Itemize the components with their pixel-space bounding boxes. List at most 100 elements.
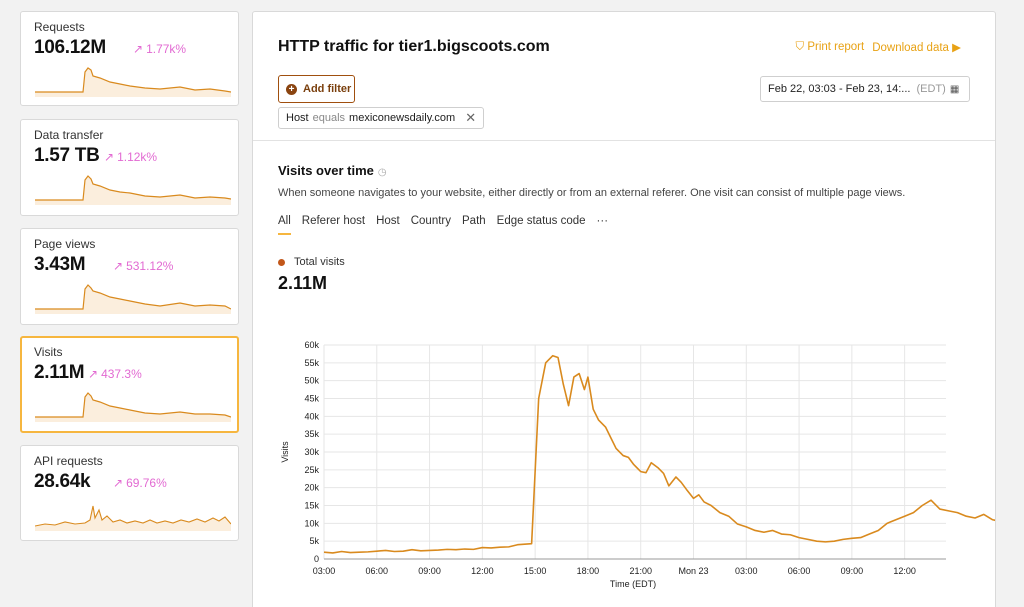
x-tick-label: 21:00 [629,566,652,576]
metric-card-visits[interactable]: Visits 2.11M ↗ 437.3% [20,336,239,433]
x-tick-label: 12:00 [471,566,494,576]
y-tick-label: 50k [304,376,319,386]
add-filter-label: Add filter [303,83,352,95]
x-tick-label: 09:00 [841,566,864,576]
metric-delta: ↗ 1.77k% [133,42,186,56]
filter-chip[interactable]: Host equals mexiconewsdaily.com ✕ [278,107,485,129]
y-tick-label: 5k [309,536,319,546]
tab-all[interactable]: All [278,215,291,235]
y-tick-label: 25k [304,465,319,475]
info-icon[interactable]: ◷ [377,167,387,178]
tab-referer-host[interactable]: Referer host [301,215,366,227]
x-tick-label: Mon 23 [678,566,708,576]
arrow-up-right-icon: ↗ [104,150,115,164]
filter-value: mexiconewsdaily.com [349,112,456,124]
metric-delta-value: 531.12% [126,259,174,273]
metric-value: 3.43M [34,254,86,275]
sparkline [35,175,231,205]
x-tick-label: 03:00 [313,566,336,576]
visits-line-chart: 0 5k 10k 15k 20k 25k 30k 35k 40k 45k 50k 55k 60k 03:0… [280,340,995,589]
x-axis-label: Time (EDT) [610,579,656,589]
x-tick-label: 18:00 [577,566,600,576]
metric-delta: ↗ 1.12k% [104,150,157,164]
metric-value: 28.64k [34,471,91,492]
sparkline [35,505,231,531]
sparkline [35,67,231,97]
metric-value: 2.11M [34,362,85,383]
metric-delta-value: 1.12k% [117,150,158,164]
y-tick-label: 45k [304,394,319,404]
x-tick-label: 12:00 [893,566,916,576]
y-tick-label: 55k [304,358,319,368]
printer-icon: ⛉ [795,40,805,53]
legend-label: Total visits [294,256,345,268]
y-tick-label: 60k [304,340,319,350]
total-visits-value: 2.11M [278,273,328,293]
metric-delta-value: 1.77k% [146,42,187,56]
section-description: When someone navigates to your website, … [278,187,906,199]
y-tick-label: 20k [304,483,319,493]
date-range-value: Feb 22, 03:03 - Feb 23, 14:... [768,83,911,95]
metric-card-requests[interactable]: Requests 106.12M ↗ 1.77k% [20,11,239,106]
metric-card-api-requests[interactable]: API requests 28.64k ↗ 69.76% [20,445,239,541]
arrow-up-right-icon: ↗ [88,367,99,381]
header-actions: ⛉ Print report Download data ▶ [795,40,961,55]
metric-value: 1.57 TB [34,145,100,166]
y-axis-label: Visits [280,441,290,463]
metric-delta: ↗ 437.3% [88,367,142,381]
arrow-up-right-icon: ↗ [113,259,124,273]
more-tabs-button[interactable]: ··· [596,215,609,227]
section-title: Visits over time ◷ [278,163,387,178]
metric-card-page-views[interactable]: Page views 3.43M ↗ 531.12% [20,228,239,325]
x-tick-label: 15:00 [524,566,547,576]
metric-delta: ↗ 69.76% [113,476,167,490]
metric-card-data-transfer[interactable]: Data transfer 1.57 TB ↗ 1.12k% [20,119,239,216]
y-tick-label: 40k [304,411,319,421]
breakdown-tabs: All Referer host Host Country Path Edge … [278,215,619,235]
date-range-picker[interactable]: Feb 22, 03:03 - Feb 23, 14:... (EDT) ▦ [760,76,970,102]
main-panel: HTTP traffic for tier1.bigscoots.com ⛉ P… [252,11,996,607]
y-tick-label: 30k [304,447,319,457]
tab-host[interactable]: Host [376,215,400,227]
arrow-up-right-icon: ↗ [133,42,144,56]
metric-delta-value: 69.76% [126,476,167,490]
download-data-link[interactable]: Download data ▶ [872,40,961,54]
x-tick-label: 03:00 [735,566,758,576]
tab-path[interactable]: Path [462,215,486,227]
divider [253,140,995,141]
arrow-up-right-icon: ↗ [113,476,124,490]
tab-country[interactable]: Country [410,215,451,227]
chart-legend: Total visits [278,256,345,268]
tab-edge-status-code[interactable]: Edge status code [496,215,586,227]
metric-delta: ↗ 531.12% [113,259,173,273]
calendar-icon: ▦ [949,83,960,95]
page-title: HTTP traffic for tier1.bigscoots.com [278,38,550,55]
metric-value: 106.12M [34,37,106,58]
x-tick-label: 09:00 [418,566,441,576]
x-tick-label: 06:00 [366,566,389,576]
sparkline [35,392,231,422]
close-icon[interactable]: ✕ [465,110,477,125]
metric-label: Page views [34,237,96,251]
add-filter-button[interactable]: + Add filter [278,75,355,103]
filter-field: Host [286,112,309,124]
timezone-label: (EDT) [916,83,946,95]
metric-label: API requests [34,454,103,468]
y-tick-label: 0 [314,554,319,564]
section-title-text: Visits over time [278,163,374,178]
metric-delta-value: 437.3% [101,367,142,381]
y-tick-label: 35k [304,429,319,439]
y-tick-label: 10k [304,518,319,528]
plus-icon: + [286,83,297,95]
print-report-link[interactable]: ⛉ Print report [795,41,864,54]
legend-dot [278,258,285,266]
caret-right-icon: ▶ [952,42,961,54]
sparkline [35,284,231,314]
y-tick-label: 15k [304,501,319,511]
print-report-label: Print report [807,40,865,53]
metric-label: Visits [34,345,63,359]
series-line-total-visits [323,354,995,554]
download-data-label: Download data [872,42,949,54]
filter-operator: equals [312,112,346,124]
metric-label: Requests [34,20,85,34]
